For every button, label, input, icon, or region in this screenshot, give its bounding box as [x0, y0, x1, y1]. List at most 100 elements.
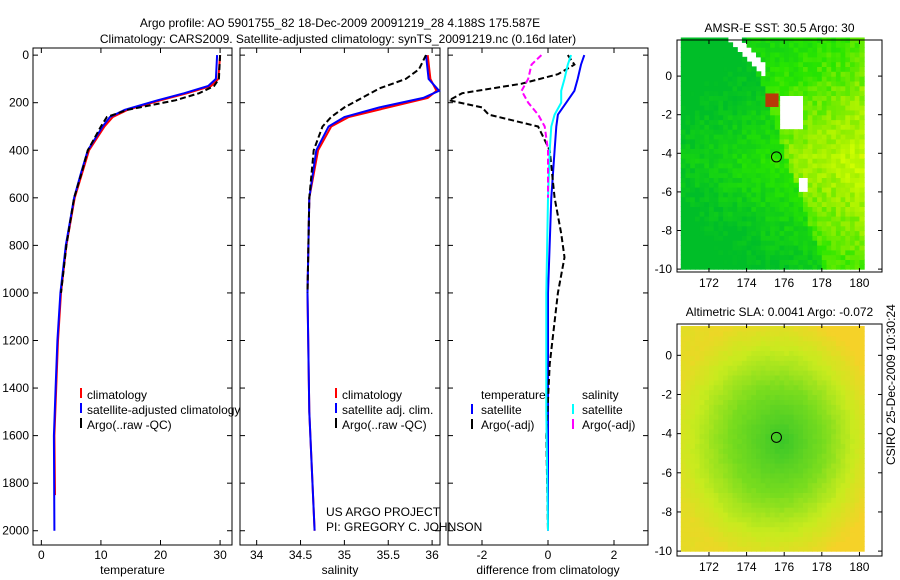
map-cell — [845, 477, 851, 484]
map-cell — [812, 129, 818, 135]
map-cell — [704, 453, 710, 459]
y-tick-label: -8 — [661, 224, 672, 238]
map-cell — [807, 423, 813, 430]
map-cell — [699, 536, 705, 542]
map-cell — [845, 467, 851, 474]
map-cell — [807, 201, 813, 207]
map-cell — [709, 42, 715, 48]
map-cell — [854, 245, 860, 251]
map-cell — [751, 90, 757, 96]
map-cell — [779, 211, 785, 217]
map-cell — [840, 90, 846, 96]
map-cell — [788, 196, 795, 203]
map-cell — [709, 119, 715, 125]
map-cell — [817, 109, 823, 116]
map-cell — [803, 56, 809, 63]
map-cell — [727, 497, 734, 503]
map-cell — [727, 76, 734, 82]
map-cell — [835, 191, 842, 198]
map-cell — [694, 389, 701, 396]
map-cell — [793, 326, 799, 332]
map-cell — [854, 85, 860, 92]
map-cell — [854, 531, 860, 537]
map-cell — [779, 423, 785, 430]
map-cell — [723, 399, 729, 405]
map-cell — [770, 521, 776, 528]
map-cell — [727, 404, 734, 410]
map-cell — [690, 216, 696, 222]
map-cell — [760, 482, 766, 489]
map-cell — [854, 345, 860, 351]
map-cell — [699, 428, 705, 435]
legend-label: climatology — [342, 388, 402, 402]
map-cell — [812, 360, 818, 366]
map-cell — [723, 245, 729, 251]
map-cell — [713, 235, 719, 241]
map-cell — [779, 76, 785, 82]
map-cell — [737, 541, 743, 547]
map-cell — [709, 492, 715, 498]
map-cell — [845, 76, 851, 82]
map-cell — [812, 206, 818, 212]
map-cell — [760, 350, 766, 356]
map-cell — [713, 511, 719, 518]
map-cell — [859, 129, 865, 135]
map-cell — [680, 220, 687, 227]
map-cell — [680, 472, 687, 479]
map-cell — [831, 419, 837, 425]
map-cell — [765, 531, 771, 537]
map-cell — [718, 119, 724, 125]
map-cell — [840, 138, 846, 145]
map-cell — [779, 487, 785, 493]
map-cell — [774, 438, 781, 444]
map-cell — [807, 379, 813, 386]
map-cell — [732, 187, 738, 193]
map-cell — [727, 492, 734, 498]
map-cell — [854, 438, 860, 444]
map-cell — [859, 326, 865, 332]
map-cell — [817, 389, 823, 396]
map-cell — [723, 249, 729, 256]
map-cell — [779, 187, 785, 193]
map-cell — [685, 521, 691, 528]
map-cell — [835, 482, 842, 489]
map-cell — [751, 47, 757, 53]
map-cell — [680, 541, 687, 547]
map-cell — [798, 264, 804, 270]
map-cell — [779, 541, 785, 547]
map-cell — [793, 230, 799, 236]
map-cell — [690, 389, 696, 396]
map-cell — [821, 211, 828, 217]
map-cell — [845, 109, 851, 116]
map-cell — [779, 235, 785, 241]
map-cell — [727, 47, 734, 53]
map-cell — [685, 511, 691, 518]
map-cell — [732, 206, 738, 212]
map-cell — [718, 458, 724, 464]
map-cell — [854, 235, 860, 241]
map-cell — [713, 153, 719, 159]
map-cell — [765, 458, 771, 464]
map-cell — [704, 326, 710, 332]
map-cell — [812, 201, 818, 207]
map-cell — [713, 61, 719, 67]
map-cell — [821, 264, 828, 270]
map-cell — [859, 52, 865, 58]
map-cell — [788, 458, 795, 464]
map-cell — [770, 201, 776, 207]
map-cell — [817, 482, 823, 489]
map-cell — [812, 187, 818, 193]
map-cell — [821, 230, 828, 236]
map-cell — [756, 536, 762, 542]
map-cell — [812, 80, 818, 87]
map-cell — [685, 409, 691, 415]
map-cell — [831, 90, 837, 96]
map-cell — [760, 428, 766, 435]
map-cell — [699, 521, 705, 528]
map-cell — [690, 100, 696, 106]
map-cell — [690, 162, 696, 169]
map-cell — [699, 95, 705, 101]
map-cell — [859, 134, 865, 140]
map-cell — [718, 182, 724, 188]
map-cell — [779, 245, 785, 251]
